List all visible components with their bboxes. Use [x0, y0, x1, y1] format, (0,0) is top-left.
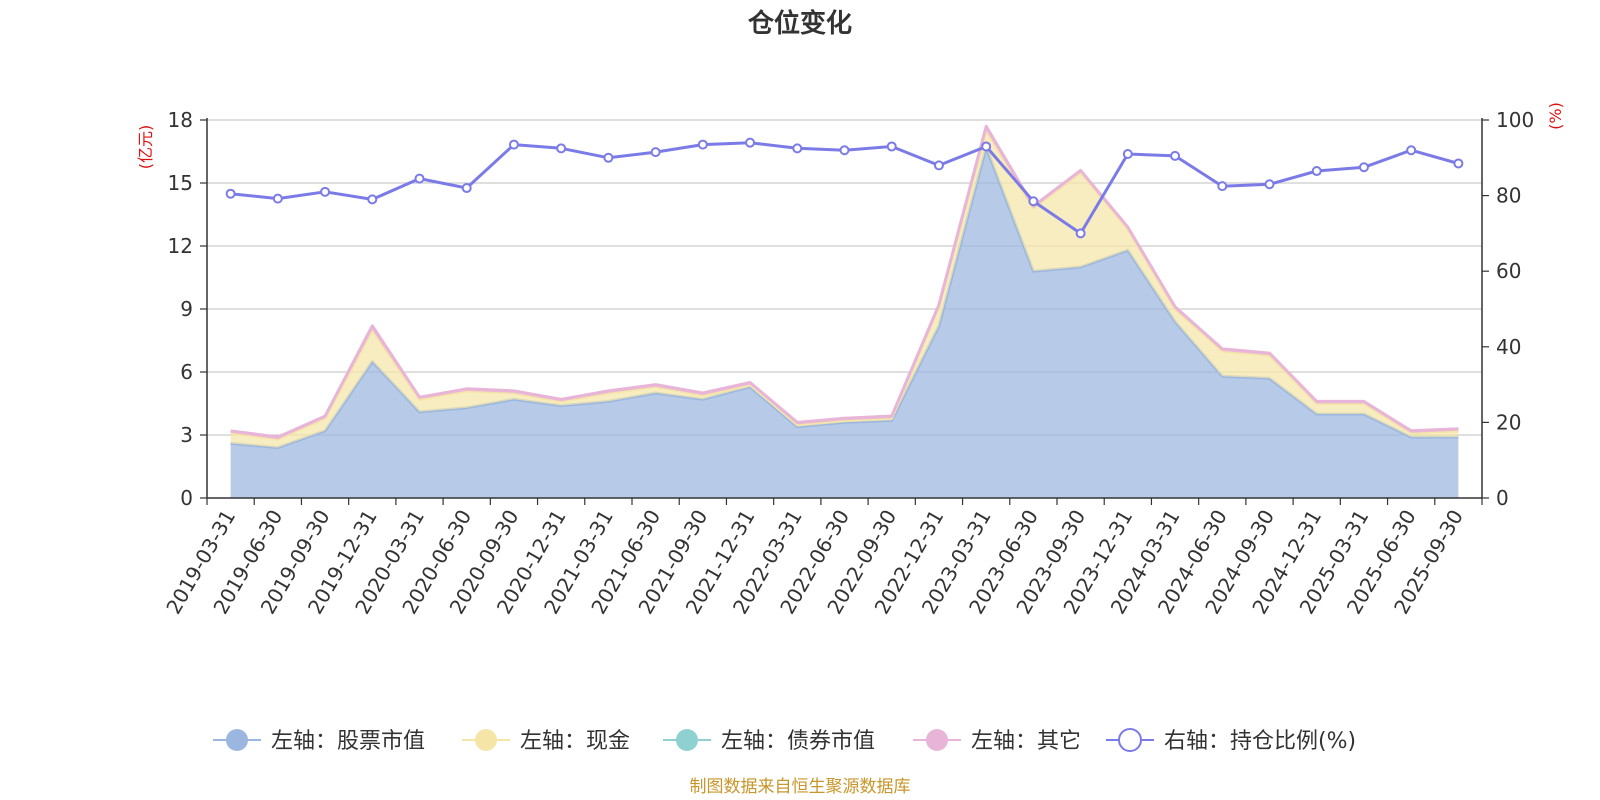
ratio-point	[839, 145, 850, 156]
left-axis-unit: (亿元)	[136, 125, 155, 170]
ratio-point	[1311, 166, 1322, 177]
legend-marker-4	[1118, 728, 1142, 752]
legend-label-3: 左轴：其它	[971, 729, 1081, 754]
left-tick-label: 12	[168, 234, 193, 258]
ratio-point	[650, 147, 661, 158]
left-tick-label: 9	[180, 297, 193, 321]
ratio-point	[367, 194, 378, 205]
ratio-point	[1217, 181, 1228, 192]
area-edge-左轴：其它	[230, 124, 1459, 439]
right-tick-label: 0	[1496, 486, 1509, 510]
ratio-point	[886, 141, 897, 152]
ratio-line-path	[230, 141, 1459, 235]
ratio-point	[272, 193, 283, 204]
stacked-areas	[230, 124, 1459, 499]
legend-label-0: 左轴：股票市值	[271, 729, 425, 754]
ratio-point	[414, 173, 425, 184]
legend-marker-2	[676, 729, 698, 751]
left-tick-label: 3	[180, 423, 193, 447]
left-tick-label: 6	[180, 360, 193, 384]
position-ratio-line	[225, 137, 1464, 239]
ratio-point	[603, 152, 614, 163]
legend-marker-3	[926, 729, 948, 751]
legend-label-4: 右轴：持仓比例(%)	[1164, 729, 1356, 754]
legend-marker-0	[226, 729, 248, 751]
ratio-point	[1453, 158, 1464, 169]
legend: 左轴：股票市值 左轴：现金 左轴：债券市值 左轴：其它 右轴：持仓比例(%)	[213, 728, 1356, 754]
ratio-point	[1406, 145, 1417, 156]
ratio-point	[320, 186, 331, 197]
right-axis-unit: (%)	[1546, 102, 1565, 130]
legend-marker-1	[475, 729, 497, 751]
ratio-point	[1264, 179, 1275, 190]
ratio-point	[792, 143, 803, 154]
legend-label-1: 左轴：现金	[520, 729, 630, 754]
ratio-point	[1122, 149, 1133, 160]
legend-label-2: 左轴：债券市值	[721, 729, 875, 754]
right-tick-label: 60	[1496, 259, 1521, 283]
ratio-point	[461, 183, 472, 194]
right-tick-label: 40	[1496, 335, 1521, 359]
ratio-point	[1358, 162, 1369, 173]
left-tick-label: 18	[168, 108, 193, 132]
ratio-point	[1028, 196, 1039, 207]
left-tick-label: 15	[168, 171, 193, 195]
left-tick-label: 0	[180, 486, 193, 510]
area-左轴：股票市值	[230, 147, 1459, 499]
ratio-point	[1075, 228, 1086, 239]
ratio-point	[508, 139, 519, 150]
right-tick-label: 100	[1496, 108, 1534, 132]
ratio-point	[981, 141, 992, 152]
ratio-point	[1170, 150, 1181, 161]
ratio-point	[933, 160, 944, 171]
chart-title: 仓位变化	[747, 8, 852, 39]
right-tick-label: 80	[1496, 184, 1521, 208]
ratio-point	[556, 143, 567, 154]
ratio-point	[745, 137, 756, 148]
data-source-note: 制图数据来自恒生聚源数据库	[690, 777, 911, 797]
ratio-point	[225, 188, 236, 199]
ratio-point	[697, 139, 708, 150]
right-tick-label: 20	[1496, 410, 1521, 434]
